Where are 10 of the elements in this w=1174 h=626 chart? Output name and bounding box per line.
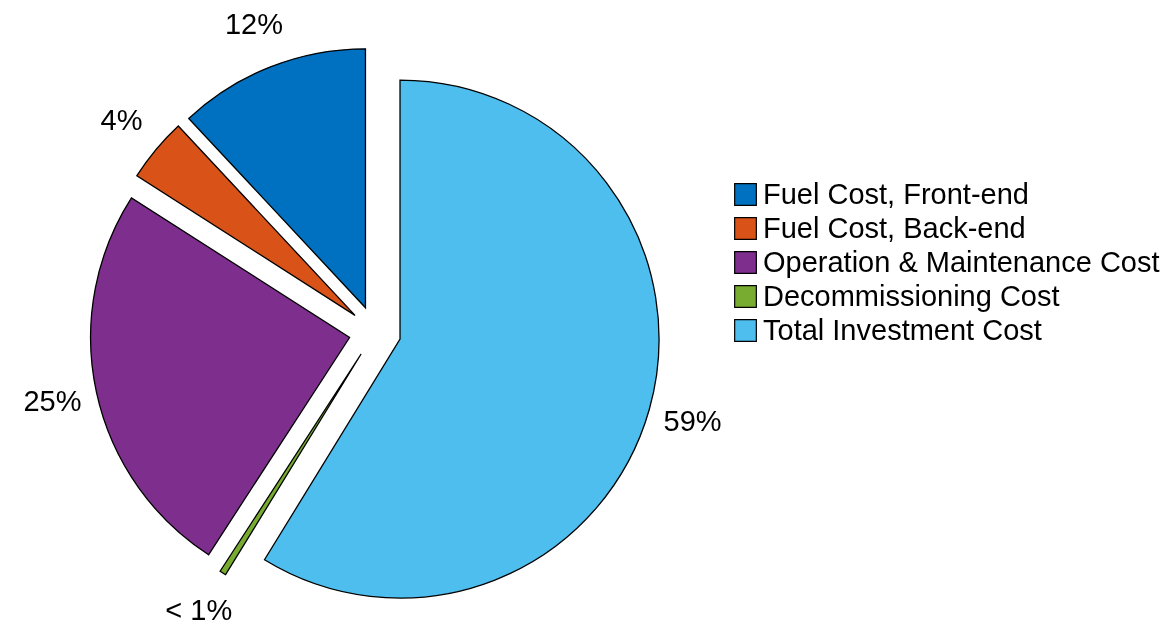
data-label: 4% <box>100 103 143 136</box>
data-label: 25% <box>23 384 82 417</box>
legend-label: Fuel Cost, Front-end <box>763 177 1029 210</box>
legend-label: Total Investment Cost <box>763 313 1042 346</box>
legend-label: Operation & Maintenance Cost <box>763 245 1160 278</box>
data-label: < 1% <box>165 594 233 626</box>
data-label: 59% <box>663 404 722 437</box>
legend-label: Decommissioning Cost <box>763 279 1060 312</box>
legend-label: Fuel Cost, Back-end <box>763 211 1026 244</box>
data-label: 12% <box>224 7 283 40</box>
